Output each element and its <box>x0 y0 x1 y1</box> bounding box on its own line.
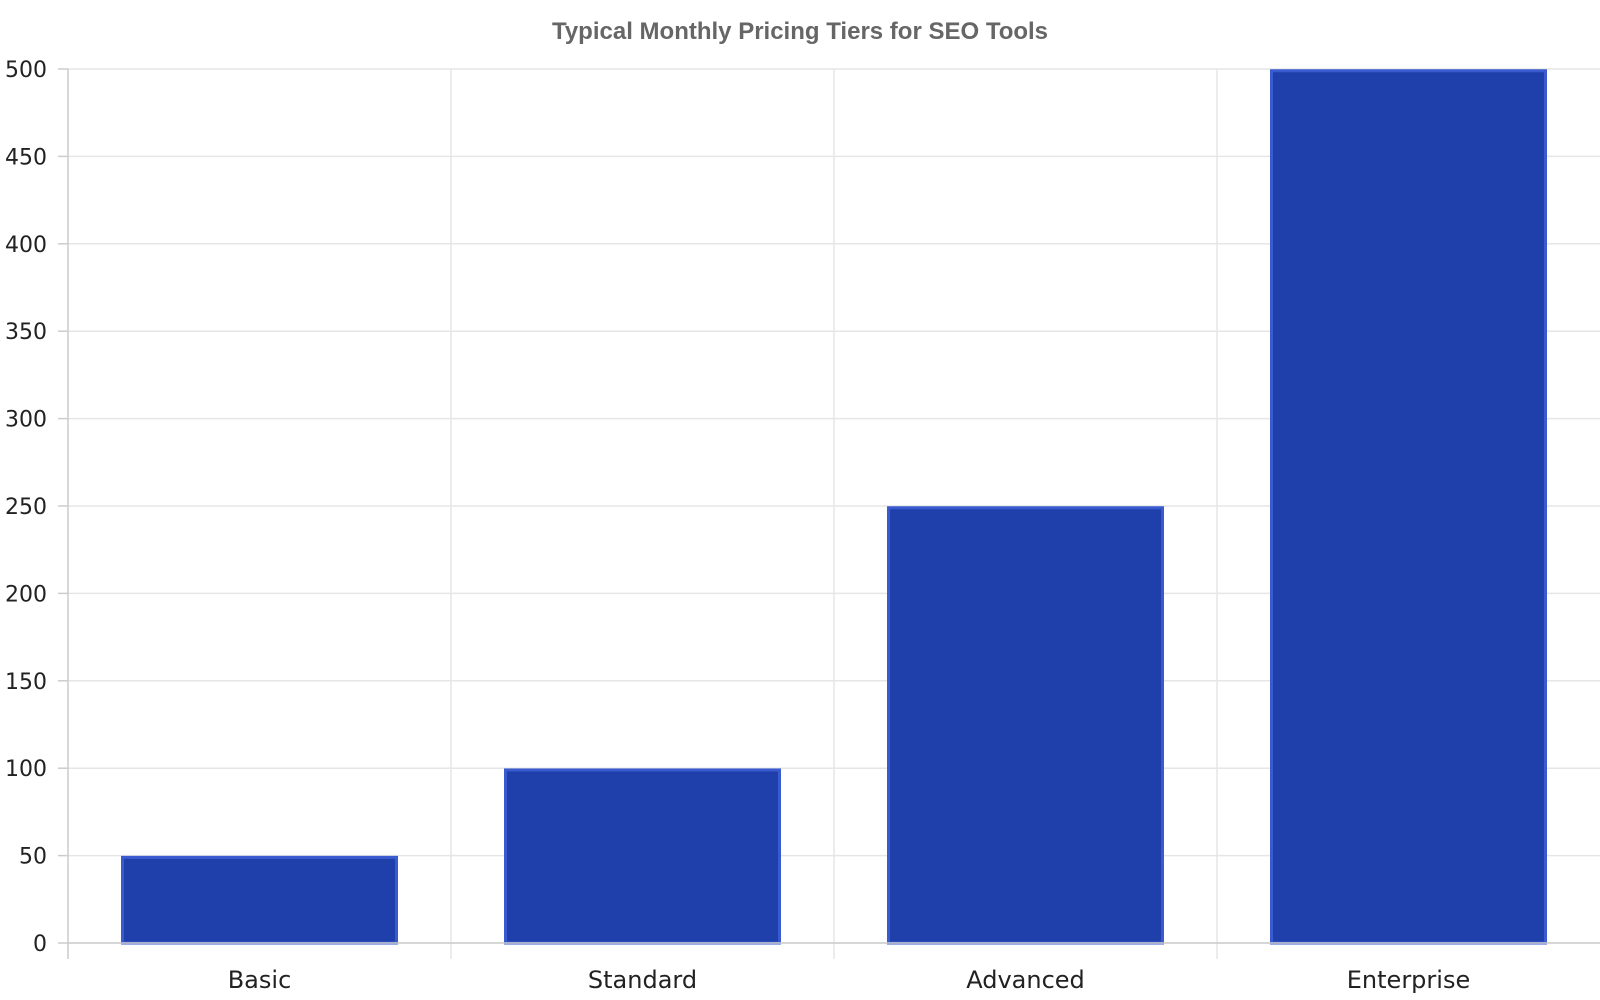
bars <box>121 69 1547 945</box>
y-tick-label: 300 <box>5 408 47 433</box>
bar-advanced <box>887 506 1164 945</box>
y-tick-label: 100 <box>5 757 47 782</box>
bar-enterprise <box>1270 69 1547 945</box>
chart-title: Typical Monthly Pricing Tiers for SEO To… <box>551 18 1049 45</box>
y-tick-label: 350 <box>5 320 47 345</box>
x-tick-labels: Basic Standard Advanced Enterprise <box>228 966 1471 994</box>
y-tick-label: 250 <box>5 495 47 520</box>
x-tick-label: Enterprise <box>1347 966 1470 994</box>
y-tick-label: 500 <box>5 58 47 83</box>
y-tick-label: 50 <box>19 845 47 870</box>
y-tick-label: 0 <box>33 932 47 957</box>
y-tick-label: 450 <box>5 145 47 170</box>
axes <box>67 69 1600 959</box>
x-tick-label: Advanced <box>966 966 1085 994</box>
x-tick-label: Standard <box>588 966 697 994</box>
y-tick-label: 200 <box>5 582 47 607</box>
bar-basic <box>121 855 398 945</box>
y-tick-labels: 0 50 100 150 200 250 300 350 400 450 500 <box>5 58 68 957</box>
x-tick-label: Basic <box>228 966 292 994</box>
bar-standard <box>504 768 781 945</box>
y-tick-label: 400 <box>5 233 47 258</box>
y-tick-label: 150 <box>5 670 47 695</box>
